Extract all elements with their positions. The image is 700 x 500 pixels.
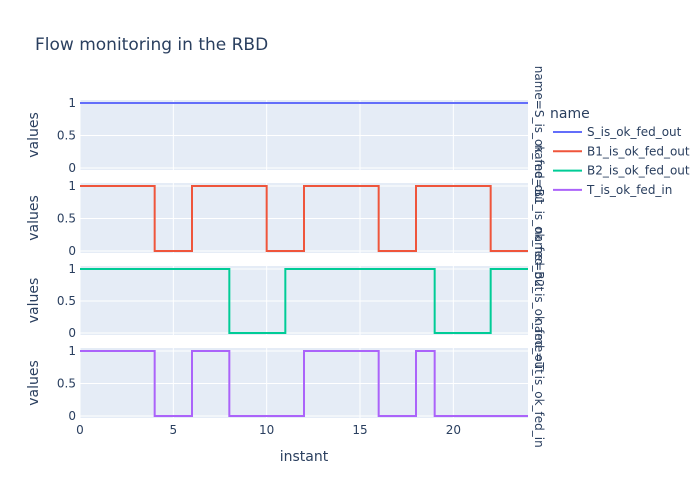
facet-panel-2: 0 0.5 1 values name=B1_is_ok_fed_out (26, 145, 546, 292)
y-axis-title: values (26, 278, 42, 324)
series-line-B1_is_ok_fed_out (80, 185, 528, 252)
facet-label: name=B2_is_ok_fed_out (532, 227, 546, 374)
facet-panel-4: 0 0.5 1 values name=T_is_ok_fed_in (26, 318, 546, 447)
x-axis-title: instant (280, 449, 329, 465)
x-tick-label: 15 (352, 423, 367, 437)
facet-panel-1: 0 0.5 1 values name=S_is_ok_fed_out (26, 66, 546, 205)
legend-item-T_is_ok_fed_in[interactable]: T_is_ok_fed_in (553, 183, 672, 197)
facet-label: name=B1_is_ok_fed_out (532, 145, 546, 292)
series-line-T_is_ok_fed_in (80, 350, 528, 417)
y-tick-label: 0 (68, 244, 76, 258)
y-axis-title: values (26, 112, 42, 158)
x-tick-label: 0 (76, 423, 84, 437)
legend-item-B2_is_ok_fed_out[interactable]: B2_is_ok_fed_out (553, 164, 690, 178)
x-tick-label: 10 (259, 423, 274, 437)
y-axis-title: values (26, 195, 42, 241)
y-tick-label: 0.5 (57, 212, 76, 226)
legend-label: T_is_ok_fed_in (586, 183, 672, 197)
y-tick-label: 1 (68, 262, 76, 276)
y-tick-label: 0.5 (57, 377, 76, 391)
legend-label: S_is_ok_fed_out (587, 125, 682, 139)
legend-title: name (550, 106, 590, 122)
facet-panel-3: 0 0.5 1 values name=B2_is_ok_fed_out (26, 227, 546, 374)
y-tick-label: 1 (68, 344, 76, 358)
x-axis: 0 5 10 15 20 (76, 423, 461, 437)
legend-item-B1_is_ok_fed_out[interactable]: B1_is_ok_fed_out (553, 144, 690, 158)
y-tick-label: 0.5 (57, 294, 76, 308)
series-line-B2_is_ok_fed_out (80, 268, 528, 334)
y-axis-title: values (26, 360, 42, 406)
facet-label: name=T_is_ok_fed_in (532, 318, 546, 447)
facet-panels: 0 0.5 1 values name=S_is_ok_fed_out 0 0.5 1 valu… (26, 66, 546, 448)
facet-label: name=S_is_ok_fed_out (532, 66, 546, 205)
x-tick-label: 5 (170, 423, 178, 437)
chart-title: Flow monitoring in the RBD (35, 35, 268, 55)
y-tick-label: 0 (68, 161, 76, 175)
y-tick-label: 1 (68, 96, 76, 110)
y-tick-label: 0 (68, 326, 76, 340)
legend-item-S_is_ok_fed_out[interactable]: S_is_ok_fed_out (553, 125, 682, 139)
legend-label: B2_is_ok_fed_out (587, 164, 690, 178)
y-tick-label: 1 (68, 179, 76, 193)
legend-label: B1_is_ok_fed_out (587, 144, 690, 158)
y-tick-label: 0 (68, 409, 76, 423)
x-tick-label: 20 (446, 423, 461, 437)
legend[interactable]: name S_is_ok_fed_out B1_is_ok_fed_out B2_is… (550, 106, 690, 197)
y-tick-label: 0.5 (57, 129, 76, 143)
